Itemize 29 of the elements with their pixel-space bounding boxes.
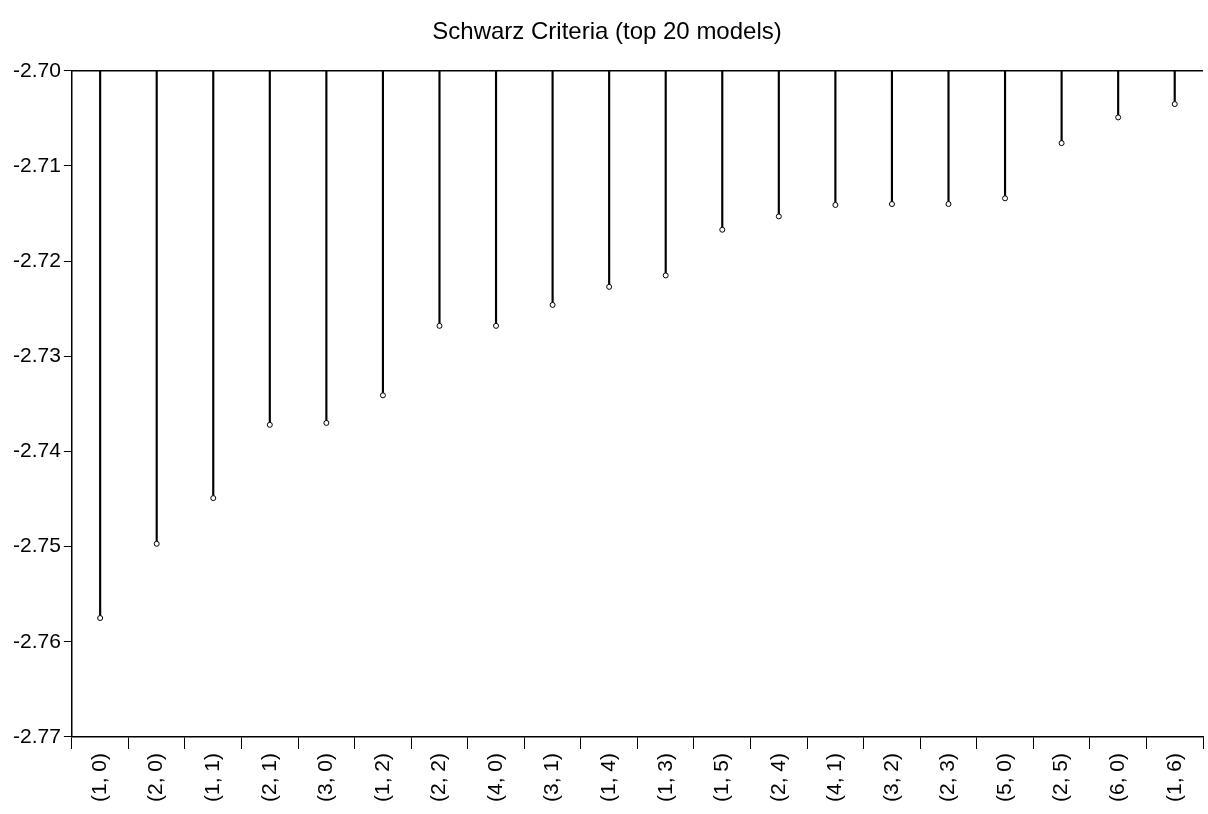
x-tick-label: (5, 0) — [991, 752, 1015, 802]
x-tick-label: (4, 1) — [822, 752, 846, 802]
y-tick-label: -2.72 — [12, 247, 61, 271]
x-tick-label: (4, 0) — [482, 752, 506, 802]
x-tick-label: (1, 6) — [1161, 752, 1185, 802]
x-tick-label: (1, 0) — [86, 752, 110, 802]
y-tick-label: -2.73 — [12, 343, 61, 367]
x-tick-label: (6, 0) — [1104, 752, 1128, 802]
x-tick-label: (2, 1) — [256, 752, 280, 802]
x-tick-label: (2, 2) — [426, 752, 450, 802]
y-tick-label: -2.76 — [12, 628, 61, 652]
y-tick-label: -2.74 — [12, 438, 62, 462]
x-tick-label: (2, 5) — [1048, 752, 1072, 802]
x-tick-label: (2, 4) — [765, 752, 789, 802]
x-tick-label: (2, 0) — [143, 752, 167, 802]
x-tick-label: (1, 4) — [595, 752, 619, 802]
x-tick-label: (1, 2) — [369, 752, 393, 802]
y-tick-label: -2.71 — [12, 152, 61, 176]
x-tick-label: (1, 1) — [200, 752, 224, 802]
chart-title: Schwarz Criteria (top 20 models) — [432, 17, 782, 45]
y-tick-label: -2.77 — [12, 723, 61, 747]
x-tick-label: (3, 1) — [539, 752, 563, 802]
x-tick-label: (1, 3) — [652, 752, 676, 802]
x-tick-label: (3, 0) — [313, 752, 337, 802]
y-tick-label: -2.75 — [12, 533, 61, 557]
x-tick-label: (2, 3) — [935, 752, 959, 802]
x-tick-label: (3, 2) — [878, 752, 902, 802]
y-tick-label: -2.70 — [12, 57, 61, 81]
x-tick-label: (1, 5) — [709, 752, 733, 802]
